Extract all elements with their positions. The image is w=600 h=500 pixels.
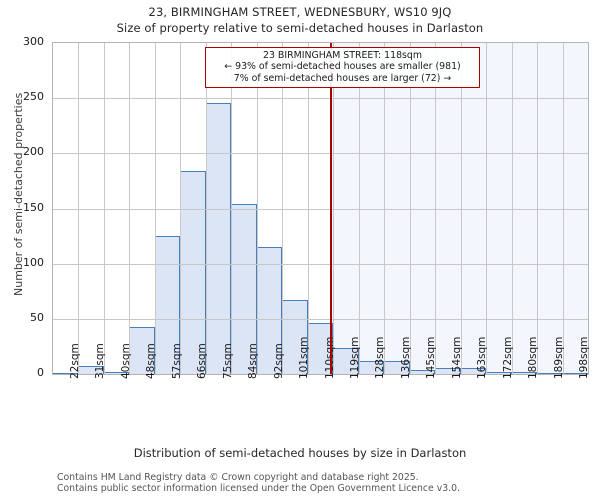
y-axis-tick-label: 150 [23, 200, 44, 214]
annotation-line-2: ← 93% of semi-detached houses are smalle… [224, 61, 461, 73]
x-axis-tick-label: 48sqm [145, 343, 158, 379]
x-axis-tick-label: 101sqm [298, 336, 311, 379]
gridline-horizontal [53, 98, 588, 100]
histogram-bar [256, 247, 283, 374]
y-axis-tick-label: 250 [23, 90, 44, 104]
x-axis-tick-label: 136sqm [399, 336, 412, 379]
annotation-line-1: 23 BIRMINGHAM STREET: 118sqm [262, 50, 423, 61]
x-axis-tick-label: 154sqm [450, 336, 463, 379]
x-axis-tick-label: 66sqm [196, 343, 209, 379]
gridline-vertical [384, 43, 385, 374]
footer-line-1: Contains HM Land Registry data © Crown c… [57, 472, 419, 483]
x-axis-tick-label: 22sqm [68, 343, 81, 379]
y-axis-tick-label: 0 [37, 366, 44, 379]
y-axis-tick-label: 200 [23, 145, 44, 159]
gridline-vertical [512, 43, 513, 374]
gridline-vertical [231, 43, 232, 374]
gridline-vertical [359, 43, 360, 374]
x-axis-tick-label: 84sqm [247, 343, 260, 379]
gridline-vertical [257, 43, 258, 374]
x-axis-tick-label: 75sqm [221, 343, 234, 379]
x-axis-tick-label: 57sqm [170, 343, 183, 379]
gridline-vertical [180, 43, 181, 374]
x-axis-tick-label: 172sqm [501, 336, 514, 379]
gridline-vertical [333, 43, 334, 374]
gridline-horizontal [53, 318, 588, 320]
page-title: 23, BIRMINGHAM STREET, WEDNESBURY, WS10 … [148, 5, 452, 19]
histogram-bar [154, 236, 181, 374]
gridline-vertical [563, 43, 564, 374]
x-axis-tick-label: 163sqm [476, 336, 489, 379]
x-axis-tick-label: 119sqm [348, 336, 361, 379]
gridline-vertical [282, 43, 283, 374]
x-axis-tick-label: 198sqm [578, 336, 591, 379]
y-axis-tick-label: 300 [23, 35, 44, 48]
gridline-vertical [206, 43, 207, 374]
x-axis-tick-label: 31sqm [94, 343, 107, 379]
gridline-vertical [537, 43, 538, 374]
x-axis-tick-label: 128sqm [374, 336, 387, 379]
y-axis-tick-label: 100 [23, 255, 44, 269]
x-axis-tick-label: 92sqm [272, 343, 285, 379]
gridline-vertical [486, 43, 487, 374]
gridline-vertical [461, 43, 462, 374]
x-axis-tick-label: 145sqm [425, 336, 438, 379]
gridline-vertical [78, 43, 79, 374]
gridline-vertical [155, 43, 156, 374]
x-axis-tick-label: 189sqm [552, 336, 565, 379]
page-subtitle: Size of property relative to semi-detach… [116, 21, 484, 35]
footer-line-2: Contains public sector information licen… [57, 483, 460, 494]
histogram-bar [205, 102, 232, 374]
x-axis-tick-label: 40sqm [119, 343, 132, 379]
histogram-bar [231, 204, 257, 374]
property-annotation-box: 23 BIRMINGHAM STREET: 118sqm ← 93% of se… [205, 47, 480, 88]
gridline-horizontal [53, 263, 588, 265]
gridline-horizontal [53, 208, 588, 210]
histogram-bar [53, 372, 79, 374]
annotation-line-3: 7% of semi-detached houses are larger (7… [233, 72, 452, 84]
gridline-horizontal [53, 153, 588, 155]
gridline-vertical [308, 43, 309, 374]
x-axis-tick-label: 180sqm [527, 336, 540, 379]
gridline-vertical [129, 43, 130, 374]
plot-area [52, 42, 589, 375]
gridline-vertical [410, 43, 411, 374]
gridline-vertical [435, 43, 436, 374]
x-axis-title: Distribution of semi-detached houses by … [133, 446, 467, 460]
histogram-bar [129, 326, 155, 374]
footer-attribution: Contains HM Land Registry data © Crown c… [57, 472, 597, 494]
gridline-vertical [104, 43, 105, 374]
property-marker-line [330, 43, 333, 374]
y-axis-tick-label: 50 [30, 310, 44, 324]
